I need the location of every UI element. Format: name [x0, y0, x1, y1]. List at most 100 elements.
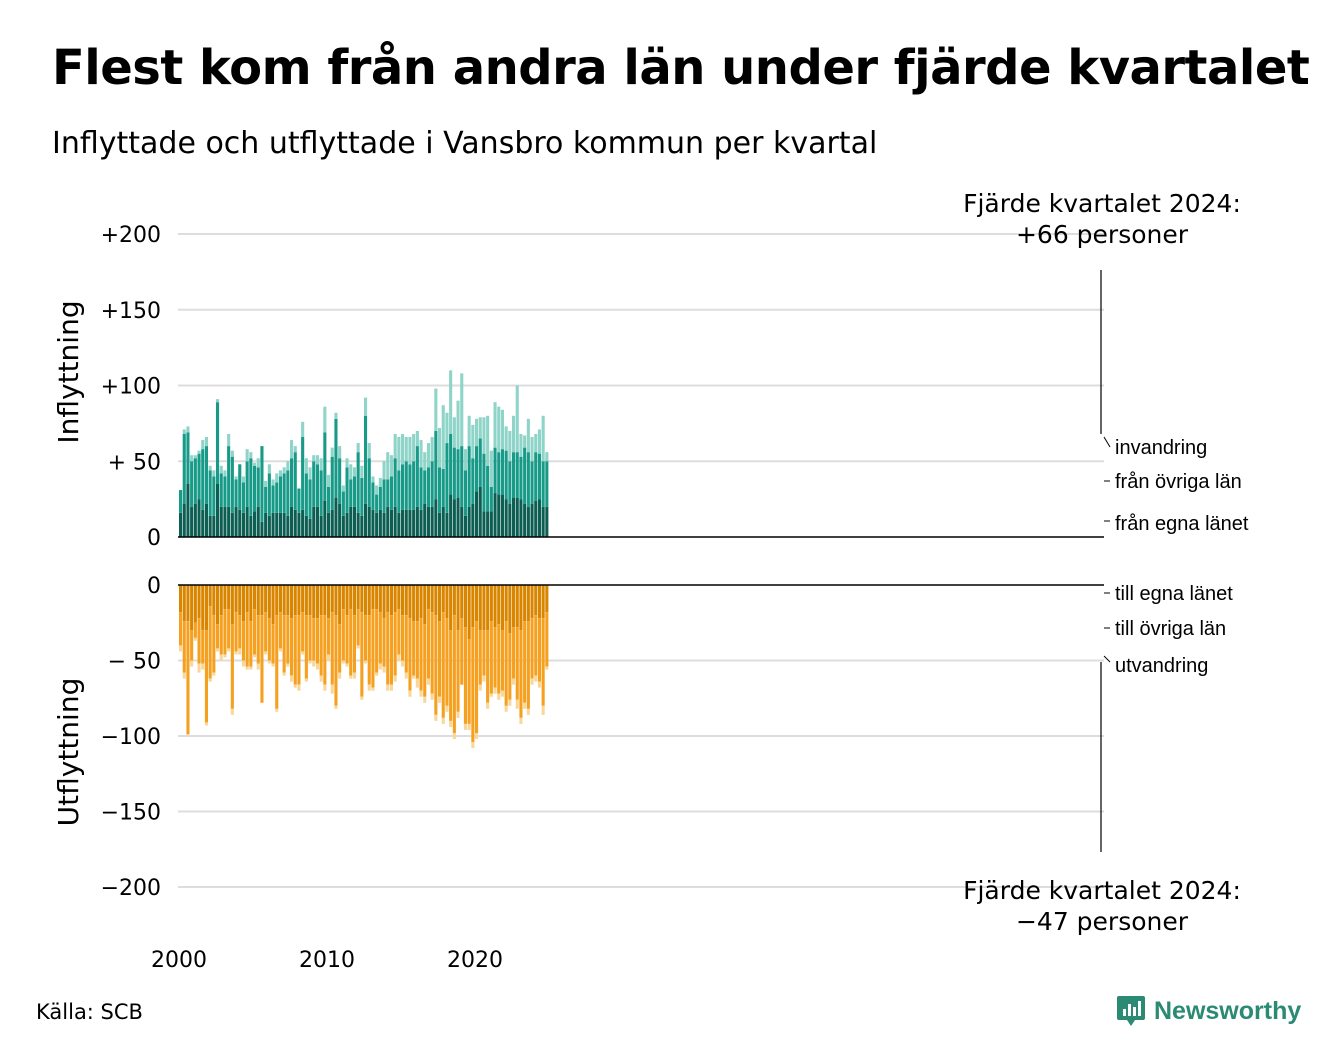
bar-out-egna	[534, 585, 538, 616]
bar-in-egna	[186, 483, 190, 537]
bar-out-utvandring	[278, 648, 282, 652]
bar-in-invandring	[519, 433, 523, 457]
bar-in-ovriga	[397, 470, 401, 513]
bar-out-utvandring	[297, 684, 301, 691]
bar-in-invandring	[537, 429, 541, 454]
bar-out-utvandring	[327, 654, 331, 661]
bar-in-invandring	[241, 476, 245, 483]
bar-out-egna	[371, 585, 375, 610]
bar-in-invandring	[219, 465, 223, 474]
bar-in-ovriga	[519, 456, 523, 500]
bar-out-utvandring	[434, 714, 438, 721]
bar-in-ovriga	[489, 487, 493, 512]
bar-in-egna	[497, 494, 501, 537]
bar-out-egna	[212, 585, 216, 616]
bar-out-egna	[349, 585, 353, 610]
bar-in-egna	[330, 509, 334, 537]
bar-out-utvandring	[293, 684, 297, 688]
bar-out-egna	[327, 585, 331, 619]
bar-in-ovriga	[253, 465, 257, 512]
bar-in-egna	[419, 509, 423, 537]
bar-out-utvandring	[493, 687, 497, 694]
bar-out-egna	[267, 585, 271, 619]
bar-out-utvandring	[308, 660, 312, 664]
bar-in-ovriga	[482, 453, 486, 512]
bar-out-utvandring	[408, 690, 412, 697]
bar-out-ovriga	[204, 630, 208, 723]
bar-out-egna	[282, 585, 286, 616]
bar-out-utvandring	[304, 678, 308, 682]
bar-out-egna	[204, 585, 208, 631]
bar-out-ovriga	[275, 615, 279, 709]
bar-in-ovriga	[227, 446, 231, 507]
bar-out-egna	[345, 585, 349, 616]
bar-in-invandring	[382, 461, 386, 480]
bar-out-ovriga	[534, 615, 538, 676]
bar-out-utvandring	[271, 663, 275, 667]
bar-in-ovriga	[212, 476, 216, 516]
bar-in-invandring	[216, 399, 220, 403]
bar-in-ovriga	[475, 446, 479, 492]
x-tick-labels: 2000 2010 2020	[151, 948, 503, 973]
bar-out-egna	[186, 585, 190, 622]
bar-out-ovriga	[260, 615, 264, 703]
bar-in-ovriga	[493, 447, 497, 494]
bar-in-invandring	[530, 437, 534, 462]
bar-out-ovriga	[500, 630, 504, 691]
bar-in-invandring	[526, 418, 530, 453]
bar-out-utvandring	[267, 660, 271, 664]
bar-out-egna	[386, 585, 390, 613]
bar-in-invandring	[282, 467, 286, 474]
bar-in-ovriga	[230, 456, 234, 513]
bar-in-invandring	[463, 449, 467, 471]
category-tick-invandring	[1103, 436, 1111, 448]
bar-out-egna	[241, 585, 245, 622]
bar-out-utvandring	[290, 675, 294, 682]
bar-in-invandring	[378, 477, 382, 488]
bar-out-egna	[489, 585, 493, 622]
bar-in-egna	[423, 503, 427, 537]
bar-out-ovriga	[419, 618, 423, 691]
bar-out-egna	[408, 585, 412, 619]
bar-in-egna	[360, 515, 364, 537]
bar-out-ovriga	[526, 621, 530, 709]
bar-out-utvandring	[463, 723, 467, 730]
bar-in-egna	[386, 506, 390, 537]
bar-in-egna	[201, 509, 205, 537]
bar-in-ovriga	[345, 467, 349, 513]
bar-out-egna	[378, 585, 382, 613]
bar-in-invandring	[327, 474, 331, 488]
bar-out-egna	[271, 585, 275, 625]
bar-out-egna	[463, 585, 467, 628]
category-till-ovriga-lan: till övriga län	[1115, 618, 1226, 640]
bar-out-egna	[234, 585, 238, 613]
bar-out-ovriga	[478, 630, 482, 685]
bar-out-utvandring	[389, 684, 393, 691]
bar-in-egna	[486, 511, 490, 537]
bar-out-ovriga	[401, 615, 405, 661]
bar-in-egna	[241, 512, 245, 537]
bar-out-egna	[475, 585, 479, 622]
bar-out-egna	[249, 585, 253, 622]
bar-out-egna	[452, 585, 456, 616]
bar-out-ovriga	[319, 615, 323, 676]
bar-out-egna	[315, 585, 319, 619]
bar-out-utvandring	[249, 666, 253, 670]
bar-in-egna	[223, 506, 227, 537]
bar-in-egna	[312, 506, 316, 537]
bar-in-ovriga	[271, 485, 275, 513]
bar-out-utvandring	[204, 722, 208, 726]
bar-in-ovriga	[304, 473, 308, 516]
bar-in-ovriga	[382, 479, 386, 513]
bar-in-egna	[212, 515, 216, 537]
bar-in-ovriga	[367, 458, 371, 507]
bar-in-ovriga	[478, 438, 482, 488]
bar-out-ovriga	[364, 615, 368, 661]
bar-out-egna	[356, 585, 360, 610]
bar-out-ovriga	[238, 615, 242, 649]
bar-out-ovriga	[223, 609, 227, 655]
bar-out-utvandring	[208, 678, 212, 682]
bar-in-ovriga	[352, 476, 356, 507]
newsworthy-logo[interactable]: Newsworthy	[1116, 994, 1301, 1028]
bar-out-utvandring	[182, 672, 186, 679]
